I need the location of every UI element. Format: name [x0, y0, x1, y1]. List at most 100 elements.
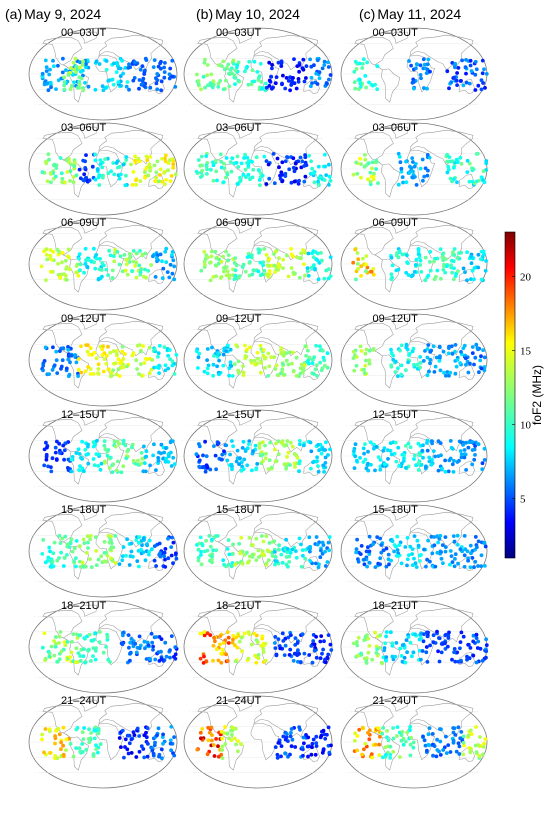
fof2-point: [125, 272, 130, 277]
fof2-point: [114, 70, 119, 74]
coastline: [234, 508, 252, 521]
fof2-point: [84, 176, 89, 180]
fof2-point: [479, 553, 484, 558]
fof2-point: [213, 639, 217, 644]
fof2-point: [226, 62, 231, 67]
map-panel: ·····12–15UT: [26, 409, 178, 503]
fof2-point: [199, 268, 204, 273]
fof2-point: [294, 374, 299, 378]
fof2-point: [202, 249, 207, 254]
fof2-point: [83, 159, 87, 164]
fof2-point: [459, 658, 463, 663]
fof2-point: [127, 741, 132, 746]
fof2-point: [431, 640, 436, 645]
fof2-point: [87, 352, 92, 357]
fof2-point: [245, 347, 249, 352]
fof2-point: [52, 64, 56, 69]
fof2-point: [66, 357, 71, 362]
fof2-point: [421, 359, 426, 363]
fof2-point: [400, 175, 405, 180]
fof2-point: [44, 69, 49, 73]
fof2-point: [171, 455, 176, 460]
fof2-point: [359, 651, 363, 656]
fof2-point: [247, 59, 252, 64]
fof2-point: [151, 65, 156, 69]
fof2-point: [227, 71, 231, 76]
fof2-point: [482, 741, 487, 746]
fof2-point: [470, 440, 475, 444]
fof2-point: [311, 737, 316, 742]
fof2-point: [205, 366, 210, 371]
fof2-point: [147, 538, 152, 543]
fof2-point: [358, 81, 363, 86]
fof2-point: [436, 454, 441, 458]
fof2-point: [137, 78, 142, 82]
fof2-point: [157, 343, 162, 348]
fof2-point: [153, 657, 158, 662]
fof2-point: [163, 557, 167, 562]
fof2-point: [147, 371, 152, 376]
fof2-point: [128, 650, 133, 655]
coastline: [224, 354, 244, 389]
fof2-point: [315, 542, 320, 547]
fof2-point: [97, 183, 102, 187]
fof2-point: [277, 165, 281, 170]
fof2-point: [97, 62, 102, 66]
fof2-point: [124, 262, 129, 267]
fof2-point: [477, 754, 482, 758]
lat-tick: ·: [182, 277, 183, 281]
fof2-point: [94, 563, 99, 567]
fof2-point: [353, 442, 358, 447]
fof2-point: [484, 643, 489, 647]
fof2-point: [48, 67, 52, 72]
fof2-point: [466, 733, 471, 738]
fof2-point: [54, 87, 58, 91]
time-window-label: 21–24UT: [61, 695, 107, 707]
fof2-point: [235, 645, 240, 650]
fof2-point: [41, 368, 45, 373]
fof2-point: [370, 160, 375, 165]
fof2-point: [470, 179, 475, 184]
fof2-point: [458, 79, 463, 83]
fof2-point: [232, 75, 237, 80]
fof2-point: [476, 539, 481, 544]
fof2-point: [423, 743, 428, 748]
fof2-point: [468, 728, 473, 733]
fof2-point: [250, 68, 255, 73]
map-panel: ·····18–21UT: [338, 600, 489, 694]
fof2-point: [289, 266, 294, 270]
fof2-point: [123, 745, 127, 749]
fof2-point: [381, 448, 386, 453]
fof2-point: [133, 158, 138, 163]
fof2-point: [220, 736, 225, 741]
fof2-point: [423, 278, 428, 283]
fof2-point: [303, 174, 308, 179]
fof2-point: [258, 183, 262, 188]
fof2-point: [260, 452, 265, 457]
fof2-point: [314, 459, 319, 464]
fof2-point: [366, 161, 371, 166]
time-window-label: 15–18UT: [373, 504, 419, 516]
fof2-point: [79, 455, 83, 460]
fof2-point: [226, 635, 231, 640]
fof2-point: [86, 546, 90, 550]
fof2-point: [263, 658, 268, 663]
fof2-point: [43, 345, 48, 350]
fof2-point: [170, 271, 175, 276]
fof2-point: [238, 551, 243, 556]
fof2-point: [171, 162, 176, 167]
fof2-point: [77, 559, 82, 564]
fof2-point: [86, 736, 91, 741]
fof2-point: [482, 540, 487, 545]
fof2-point: [319, 451, 324, 456]
coastline: [458, 652, 476, 667]
fof2-point: [419, 76, 423, 81]
fof2-point: [137, 564, 141, 569]
fof2-point: [238, 456, 242, 461]
fof2-point: [412, 457, 416, 461]
fof2-point: [115, 352, 119, 356]
fof2-point: [289, 744, 294, 749]
fof2-point: [52, 639, 56, 643]
fof2-point: [480, 71, 485, 76]
fof2-point: [168, 648, 172, 652]
